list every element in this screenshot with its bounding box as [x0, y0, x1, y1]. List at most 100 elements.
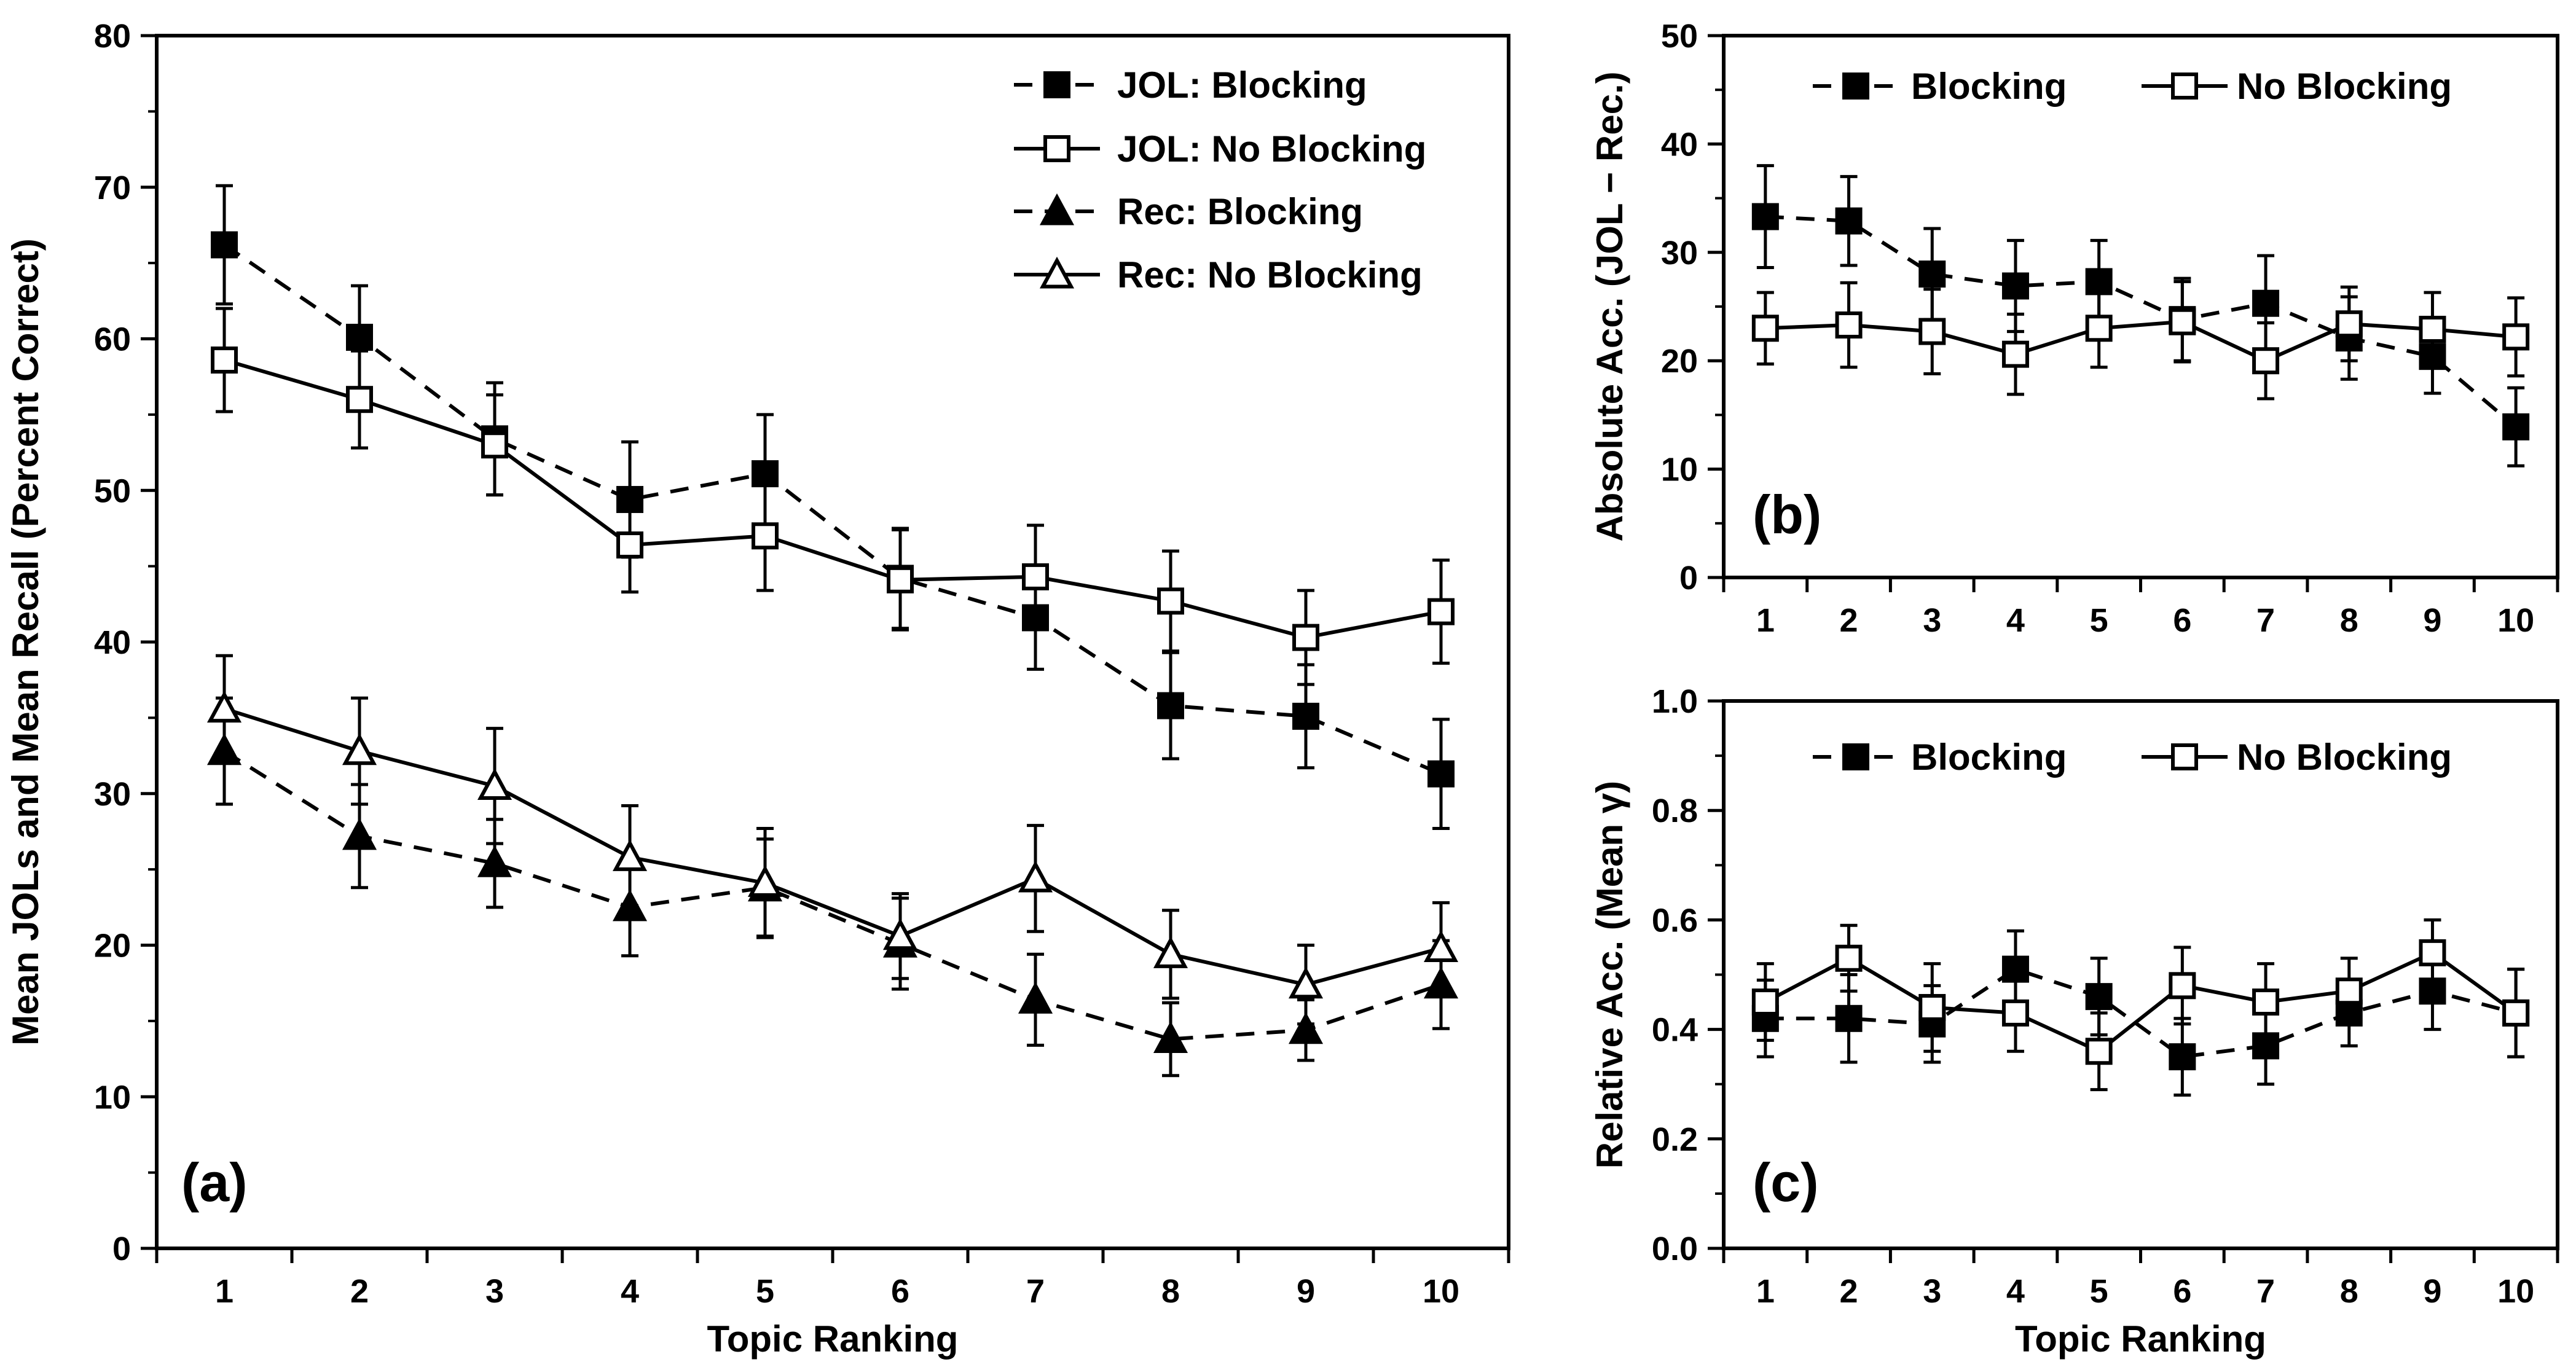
- y-tick-label: 0.0: [1652, 1231, 1698, 1267]
- data-point: [2502, 999, 2530, 1027]
- data-point: [2502, 323, 2530, 351]
- x-tick-label: 8: [2340, 1273, 2358, 1310]
- x-tick-label: 1: [1756, 602, 1775, 639]
- series-line: [1764, 950, 2517, 1054]
- x-tick-label: 7: [2256, 602, 2275, 639]
- x-tick-label: 7: [2256, 1273, 2275, 1310]
- data-point: [616, 531, 643, 559]
- y-tick-label: 70: [94, 170, 131, 206]
- x-tick-label: 9: [2423, 602, 2441, 639]
- data-point: [1157, 692, 1184, 719]
- x-axis-title: Topic Ranking: [2015, 1318, 2266, 1360]
- series-blocking: [1751, 164, 2530, 468]
- y-tick-label: 50: [1661, 18, 1698, 55]
- y-tick-label: 10: [94, 1079, 131, 1116]
- data-point: [612, 839, 648, 871]
- series-no-blocking: [1751, 918, 2530, 1092]
- series-line: [1765, 967, 2516, 1059]
- y-tick-label: 20: [94, 928, 131, 965]
- data-point: [2252, 988, 2280, 1016]
- x-tick-label: 3: [1923, 602, 1941, 639]
- data-point: [1835, 1004, 1863, 1032]
- y-tick-label: 20: [1661, 343, 1698, 380]
- x-tick-label: 10: [2497, 602, 2534, 639]
- data-point: [887, 566, 914, 593]
- data-point: [1835, 311, 1863, 339]
- data-point: [2169, 972, 2196, 1000]
- x-tick-label: 1: [215, 1273, 234, 1310]
- data-point: [1751, 988, 1779, 1016]
- data-point: [477, 845, 512, 877]
- x-tick-label: 2: [1840, 602, 1858, 639]
- y-tick-label: 40: [1661, 126, 1698, 163]
- data-point: [346, 324, 373, 351]
- panel-b: 0 10 20 30 40 50 1 2 3 4 5 6 7 8 9 10 Absolute Acc. (JOL…: [1589, 18, 2559, 639]
- legend-marker: [2171, 743, 2198, 770]
- x-tick-label: 6: [2173, 1273, 2191, 1310]
- series-rec-blocking: [206, 696, 1459, 1078]
- x-tick-label: 5: [2090, 602, 2108, 639]
- legend-marker: [1039, 256, 1075, 289]
- x-tick-label: 4: [2006, 602, 2025, 639]
- legend-label: Blocking: [1911, 66, 2067, 107]
- legend-label: Blocking: [1911, 737, 2067, 778]
- legend-label: JOL: Blocking: [1117, 65, 1367, 106]
- panel-a: 0 10 20 30 40 50 60 70 80 1 2 3 4 5 6 7 8 9 10 Topic Rankin…: [5, 18, 1510, 1360]
- x-tick-label: 1: [1756, 1273, 1775, 1310]
- y-tick-label: 0.6: [1652, 902, 1698, 939]
- data-point: [346, 386, 373, 413]
- data-point: [2169, 308, 2196, 335]
- y-tick-label: 60: [94, 321, 131, 358]
- legend: Blocking No Blocking: [1813, 737, 2452, 778]
- x-tick-label: 3: [485, 1273, 504, 1310]
- legend-marker: [1043, 71, 1070, 98]
- data-point: [2335, 310, 2363, 338]
- data-point: [1022, 563, 1049, 590]
- data-point: [2085, 1038, 2113, 1065]
- y-tick-label: 0.4: [1652, 1012, 1698, 1049]
- data-point: [2169, 1043, 2196, 1071]
- data-point: [1835, 944, 1863, 972]
- data-point: [2085, 315, 2113, 342]
- legend-marker: [2171, 72, 2198, 100]
- legend-label: No Blocking: [2237, 66, 2452, 107]
- series-line: [1765, 319, 2516, 363]
- data-point: [211, 231, 238, 259]
- data-point: [882, 918, 918, 950]
- x-tick-label: 2: [350, 1273, 369, 1310]
- y-tick-label: 0.2: [1652, 1121, 1698, 1158]
- data-point: [1288, 1012, 1324, 1044]
- data-point: [1918, 993, 1946, 1021]
- legend-label: Rec: No Blocking: [1117, 254, 1423, 296]
- data-point: [1157, 587, 1184, 615]
- series-rec-no-blocking: [206, 654, 1459, 1026]
- data-point: [752, 522, 779, 550]
- series-line: [224, 707, 1442, 987]
- panel-label: (b): [1753, 484, 1821, 545]
- series-jol-no-blocking: [211, 307, 1455, 686]
- x-tick-label: 8: [1161, 1273, 1180, 1310]
- y-tick-label: 0.8: [1652, 793, 1698, 829]
- data-point: [481, 431, 508, 459]
- data-point: [2502, 413, 2530, 440]
- data-point: [1751, 203, 1779, 230]
- legend: JOL: Blocking JOL: No Blocking Rec: Blocki…: [1014, 65, 1426, 296]
- data-point: [1835, 207, 1863, 235]
- data-point: [1918, 260, 1946, 288]
- y-tick-label: 30: [1661, 235, 1698, 272]
- series-line: [224, 358, 1442, 640]
- legend-marker: [1842, 72, 1869, 100]
- series-line: [223, 750, 1442, 1041]
- data-point: [1018, 982, 1053, 1014]
- y-tick-label: 80: [94, 18, 131, 55]
- series-line: [223, 243, 1442, 776]
- x-tick-label: 6: [891, 1273, 909, 1310]
- panel-label: (c): [1753, 1152, 1819, 1213]
- x-tick-label: 8: [2340, 602, 2358, 639]
- y-tick-label: 0: [1679, 560, 1698, 597]
- data-point: [1423, 930, 1459, 962]
- data-point: [2001, 999, 2029, 1027]
- y-tick-label: 10: [1661, 452, 1698, 488]
- series-blocking: [1751, 929, 2530, 1097]
